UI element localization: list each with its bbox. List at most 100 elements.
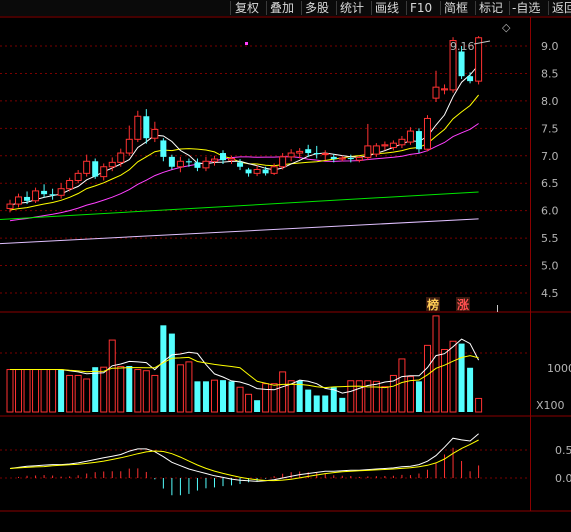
moving-average-lines [0,64,479,245]
candlestick-series [6,36,483,213]
volume-bar-up [210,379,218,413]
back-button[interactable]: 返回 [552,1,571,15]
volume-bar-up [40,369,48,413]
indicator-tick-label: 0.5 [555,444,571,457]
volume-bar-up [406,376,414,413]
volume-bar-up [176,364,184,413]
price-grid [0,45,530,294]
price-tick-label: 6.0 [541,205,559,218]
candle-body-up [125,138,133,154]
rise-tag[interactable]: 涨 [457,297,469,312]
volume-bar-up [100,366,108,413]
candle-body-up [74,172,82,181]
f10-button[interactable]: F10 [410,1,433,15]
candle-body-up [389,142,397,149]
indicator-histogram [18,447,480,496]
diamond-marker-icon[interactable]: ◇ [502,21,511,34]
candle-body-down [347,157,354,160]
volume-bar-down [254,400,261,412]
volume-bar-up [236,386,244,413]
toolbar-separator [266,1,267,15]
statistics-button[interactable]: 统计 [340,1,365,15]
toolbar-separator [548,1,549,15]
candle-body-up [66,179,74,190]
candle-body-up [423,117,431,150]
restore-rights-button[interactable]: 复权 [235,1,260,15]
price-tick-label: 7.0 [541,150,559,163]
volume-bar-up [134,369,142,413]
volume-bar-up [423,344,431,413]
volume-bar-up [15,369,23,413]
volume-bar-up [23,369,31,413]
toolbar-separator [475,1,476,15]
volume-ma10-line [10,355,479,389]
candle-body-up [6,203,14,209]
candle-body-up [432,86,440,99]
volume-bar-up [74,374,82,413]
volume-bar-up [432,315,440,413]
candle-body-up [381,144,389,147]
volume-bar-down [202,381,209,412]
volume-bar-up [6,369,14,413]
candle-body-up [151,128,159,139]
candle-body-up [15,196,23,205]
overlay-button[interactable]: 叠加 [270,1,295,15]
ma20-line [9,123,479,222]
candle-body-up [287,152,295,158]
candle-body-up [32,190,40,202]
candle-body-up [202,160,210,169]
candle-body-up [321,153,329,156]
candle-body-up [279,156,287,168]
volume-bar-down [58,369,65,412]
price-tick-label: 8.5 [541,67,559,80]
volume-bar-up [381,386,389,413]
volume-bar-up [117,366,125,413]
draw-line-button[interactable]: 画线 [375,1,400,15]
candle-body-up [355,156,363,161]
price-tick-label: 5.0 [541,260,559,273]
volume-bar-up [66,374,74,413]
candle-body-down [313,153,320,155]
indicator-dif-line [9,433,479,482]
volume-bar-down [458,343,465,412]
candle-body-down [92,161,99,177]
volume-bar-up [245,393,253,413]
volume-bar-up [32,369,40,413]
candle-body-up [253,169,261,174]
simple-frame-button[interactable]: 简框 [444,1,469,15]
chart-toolbar: 复权 叠加 多股 统计 画线 F10 简框 标记 -自选 返回 [0,0,571,16]
volume-bar-up [389,374,397,413]
volume-bar-up [185,361,193,413]
remove-watchlist-button[interactable]: -自选 [512,1,541,15]
volume-bar-up [449,340,457,413]
candle-body-down [185,161,192,163]
chart-frame [0,16,571,512]
multi-stock-button[interactable]: 多股 [305,1,330,15]
candle-body-up [406,130,414,143]
candle-body-up [134,115,142,140]
volume-bars [6,315,483,413]
candle-body-up [296,150,304,154]
candle-body-down [458,51,465,77]
board-tag-background [426,297,440,311]
candle-body-down [220,153,226,161]
mark-button[interactable]: 标记 [479,1,504,15]
volume-bar-up [347,380,355,413]
volume-bar-down [322,395,329,412]
candle-body-up [83,160,91,174]
volume-bar-down [305,389,312,412]
candle-body-up [372,145,380,155]
price-tick-label: 8.0 [541,95,559,108]
candle-body-down [194,162,201,168]
toolbar-separator [371,1,372,15]
marker-dot [245,42,248,45]
candle-body-up [364,145,372,158]
board-tag[interactable]: 榜 [427,297,439,312]
ma10-line [9,94,479,211]
candle-body-up [108,161,116,168]
volume-bar-up [355,380,363,413]
price-tick-label: 6.5 [541,177,559,190]
candle-body-up [57,188,65,196]
